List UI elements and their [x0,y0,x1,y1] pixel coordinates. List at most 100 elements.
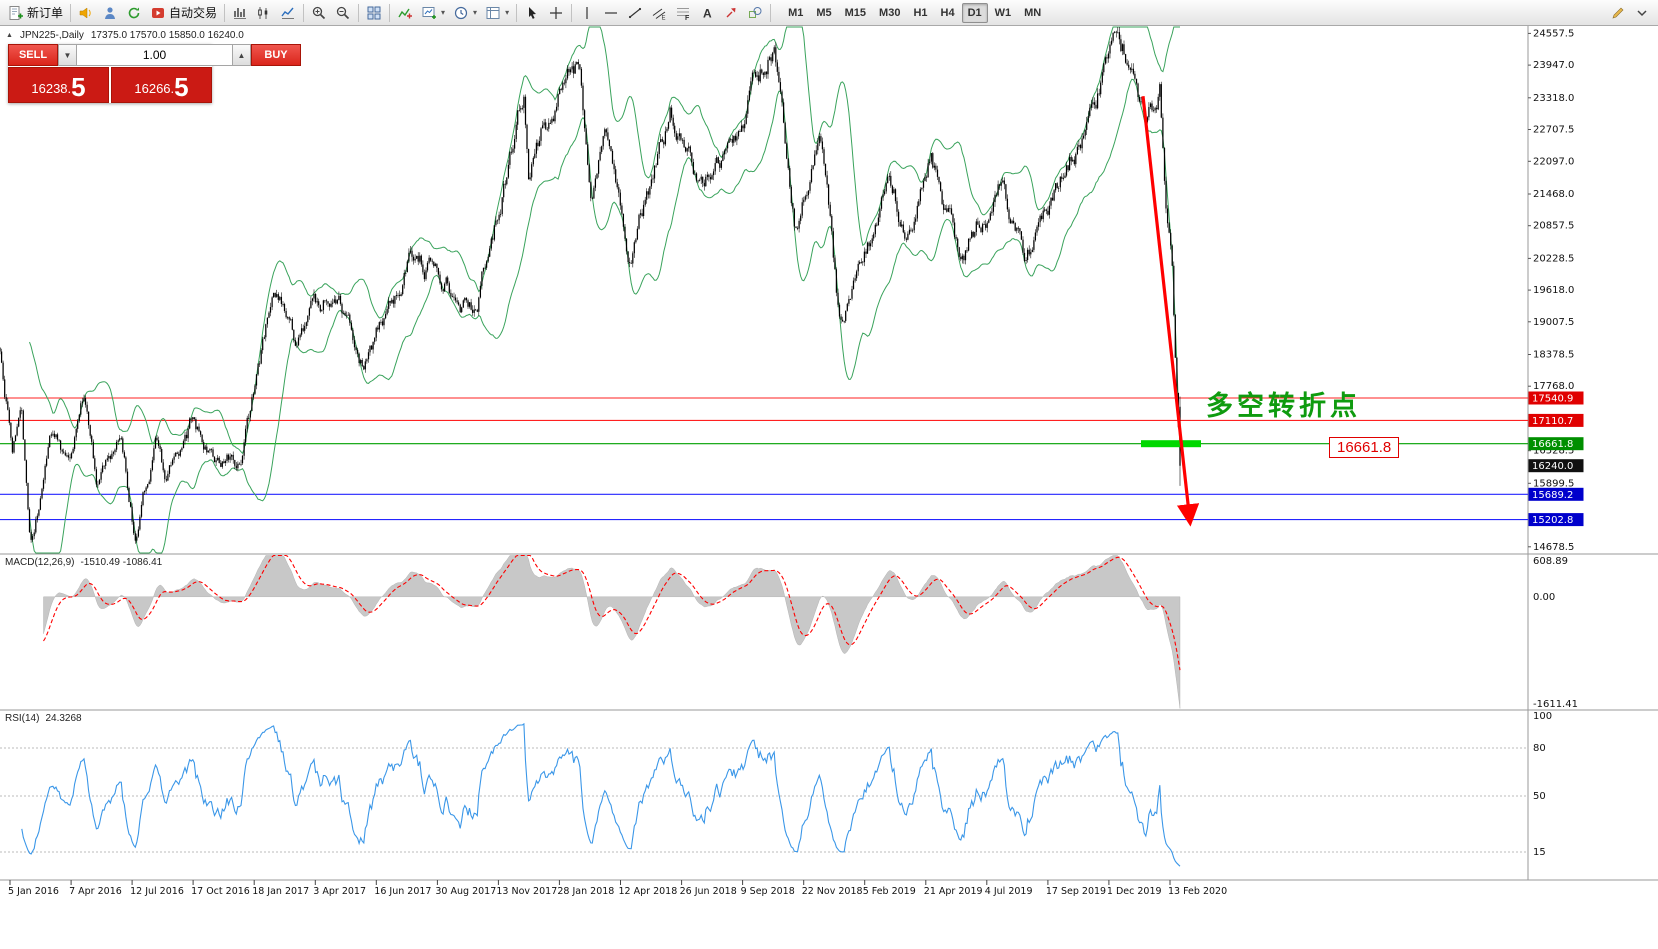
zoom-in-button[interactable] [307,2,331,24]
toolbar: 新订单 自动交易 ▾ ▾ ▾ E F A M1 M5 M15 M30 H1 H4 D1 W1 MN [0,0,1658,26]
channel-tool-icon: E [652,8,666,21]
fibonacci-tool-icon: F [677,7,690,21]
candlestick-chart-icon [258,6,268,19]
rsi-axis-label: 100 [1533,711,1552,722]
timeframe-m1-button[interactable]: M1 [788,6,804,19]
toolbar-separator [224,3,226,22]
support-zone-highlight[interactable] [1141,440,1201,448]
price-marked-label: 16240.0 [1532,461,1573,472]
channel-tool-button[interactable]: E [647,2,671,24]
price-level-flag[interactable]: 16661.8 [1329,437,1400,458]
trend-arrow[interactable] [1141,96,1200,527]
timeframe-h1-button[interactable]: H1 [913,6,928,19]
new-chart-button[interactable]: ▾ [417,2,449,24]
tile-windows-button[interactable] [362,2,386,24]
macd-indicator-name: MACD(12,26,9) [5,557,75,568]
zoom-in-icon [312,6,326,19]
date-label: 1 Dec 2019 [1107,886,1162,897]
indicators-button[interactable] [393,2,417,24]
shapes-tool-button[interactable] [743,2,767,24]
auto-trading-button[interactable]: 自动交易 [146,2,221,24]
arrows-tool-button[interactable] [719,2,743,24]
sell-price-main: 16238. [31,81,72,96]
pencil-edit-button[interactable] [1606,2,1630,24]
crosshair-button[interactable] [544,2,568,24]
macd-histogram [43,555,1181,709]
svg-text:A: A [703,6,712,20]
bar-chart-button[interactable] [228,2,252,24]
profile-button[interactable] [98,2,122,24]
macd-pane-label: MACD(12,26,9) -1510.49 -1086.41 [5,557,162,568]
timeframe-mn-button[interactable]: MN [1024,6,1042,19]
volume-decrease-button[interactable]: ▼ [58,44,77,66]
date-label: 7 Apr 2016 [69,886,122,897]
date-label: 17 Sep 2019 [1046,886,1106,897]
line-chart-button[interactable] [276,2,300,24]
price-tick-label: 20857.5 [1533,221,1574,232]
turning-point-annotation[interactable]: 多空转折点 [1206,391,1361,421]
templates-icon [486,6,500,19]
metaeditor-button[interactable] [74,2,98,24]
timeframe-m5-button[interactable]: M5 [816,6,832,19]
rsi-axis-label: 50 [1533,791,1546,802]
toolbar-left-group: 新订单 自动交易 ▾ ▾ ▾ E F A [4,2,774,24]
one-click-collapse-icon[interactable]: ▲ [6,32,13,39]
text-tool-button[interactable]: A [695,2,719,24]
hline-tool-icon [605,11,618,14]
vline-tool-button[interactable] [575,2,599,24]
crosshair-icon [550,6,563,19]
cursor-button[interactable] [520,2,544,24]
price-tick-label: 19618.0 [1533,285,1574,296]
timeframe-d1-button[interactable]: D1 [961,2,988,23]
sell-button[interactable]: SELL [8,44,58,66]
sell-price-panel[interactable]: 16238. 5 [8,67,109,103]
volume-increase-button[interactable]: ▲ [232,44,251,66]
templates-button[interactable]: ▾ [481,2,513,24]
chevron-down-button[interactable] [1630,2,1654,24]
date-axis: 5 Jan 2016 7 Apr 2016 12 Jul 2016 17 Oct 20… [8,880,1227,897]
trendline-tool-button[interactable] [623,2,647,24]
timeframe-h4-button[interactable]: H4 [940,6,955,19]
price-tick-label: 22097.0 [1533,156,1574,167]
candlestick-chart-button[interactable] [252,2,276,24]
profile-icon [105,6,116,19]
price-tick-label: 14678.5 [1533,542,1574,553]
timeframe-group: M1 M5 M15 M30 H1 H4 D1 W1 MN [782,2,1047,23]
zoom-out-button[interactable] [331,2,355,24]
toolbar-separator [358,3,360,22]
price-tick-label: 24557.5 [1533,28,1574,39]
timeframe-m30-button[interactable]: M30 [879,6,901,19]
rsi-pane-label: RSI(14) 24.3268 [5,713,82,724]
refresh-icon [128,7,140,18]
macd-signal-line [43,554,1181,671]
macd-indicator-values: -1510.49 -1086.41 [80,557,163,568]
buy-button[interactable]: BUY [251,44,301,66]
auto-trading-icon [152,7,165,18]
pencil-edit-icon [1612,7,1624,18]
period-button[interactable]: ▾ [449,2,481,24]
price-marked-label: 15689.2 [1532,490,1573,501]
hline-tool-button[interactable] [599,2,623,24]
rsi-axis-label: 15 [1533,847,1546,858]
timeframe-w1-button[interactable]: W1 [994,6,1012,19]
date-label: 4 Jul 2019 [985,886,1033,897]
price-marked-label: 17110.7 [1532,416,1573,427]
rsi-indicator-value: 24.3268 [45,713,82,724]
price-tick-label: 20228.5 [1533,253,1574,264]
metaeditor-icon [79,7,91,18]
candle-bodies [0,31,1181,541]
indicators-icon [398,8,413,18]
date-label: 17 Oct 2016 [191,886,250,897]
buy-price-panel[interactable]: 16266. 5 [111,67,212,103]
date-label: 12 Apr 2018 [619,886,678,897]
volume-input[interactable] [77,44,232,66]
fibonacci-tool-button[interactable]: F [671,2,695,24]
new-order-button[interactable]: 新订单 [4,2,67,24]
price-tick-label: 23318.0 [1533,93,1574,104]
bollinger-bands [29,26,1181,554]
bar-chart-icon [234,7,247,19]
tile-windows-icon [367,6,381,19]
timeframe-m15-button[interactable]: M15 [844,6,867,19]
refresh-button[interactable] [122,2,146,24]
